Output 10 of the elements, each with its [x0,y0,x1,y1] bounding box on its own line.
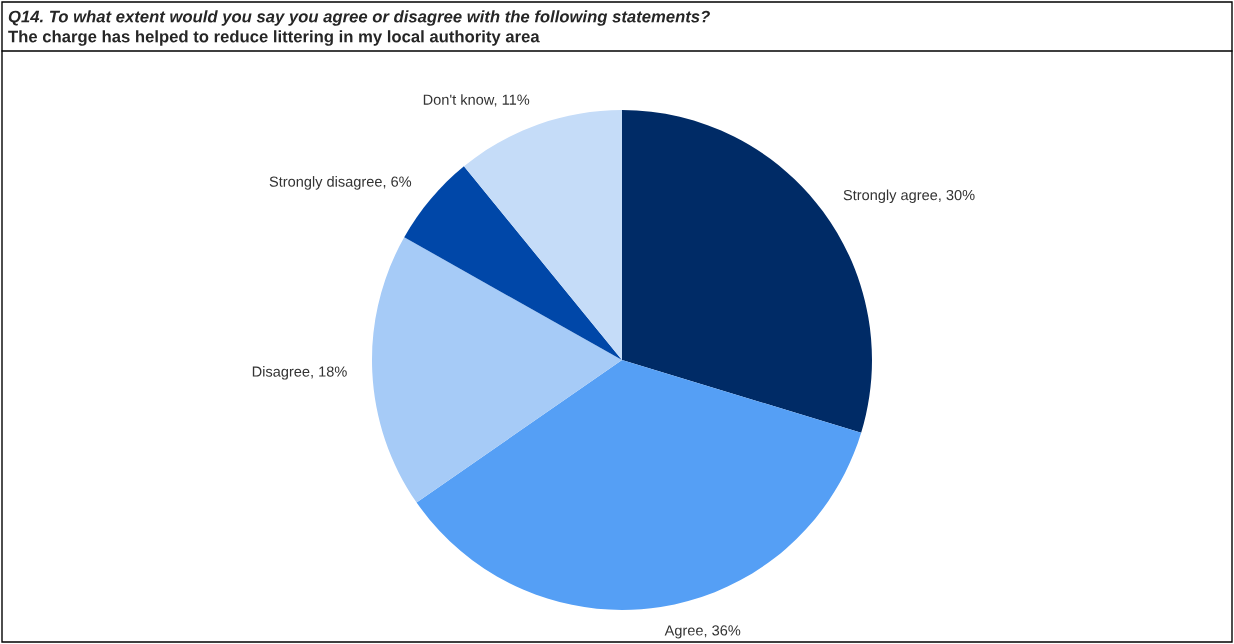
slice-label: Strongly disagree, 6% [269,176,412,190]
chart-subtitle: The charge has helped to reduce littering in my local authority area [8,30,540,46]
slice-label: Strongly agree, 30% [843,189,975,204]
slice-label: Don't know, 11% [423,94,530,107]
pie-slice [416,360,862,610]
chart-title: Q14. To what extent would you say you agree or disagree with the following statements? [8,10,710,26]
slice-label: Agree, 36% [664,625,741,639]
pie-slice [372,237,622,503]
slice-label: Disagree, 18% [252,366,347,380]
pie-slice [463,110,622,360]
